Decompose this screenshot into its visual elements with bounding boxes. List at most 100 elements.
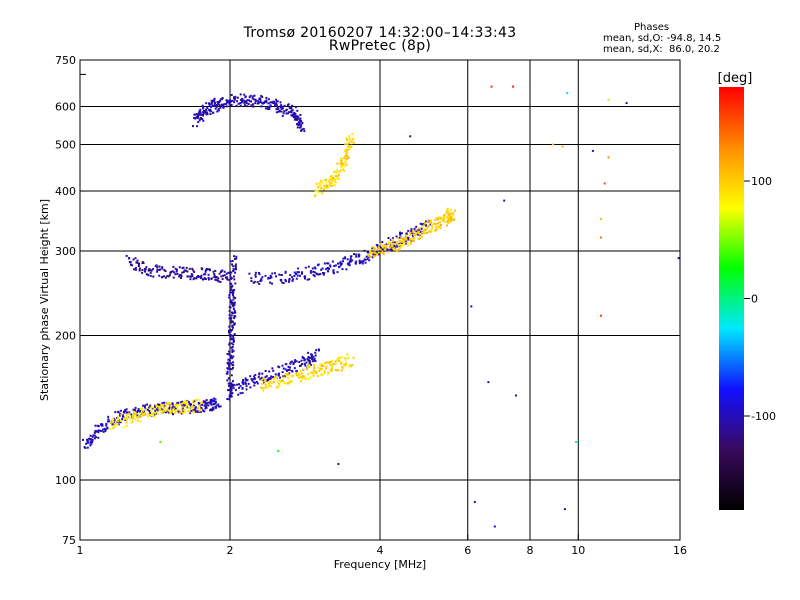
trace-point: [345, 148, 348, 151]
trace-point: [434, 218, 437, 221]
trace-point: [234, 389, 237, 392]
trace-point: [407, 229, 410, 232]
trace-point: [226, 353, 229, 355]
trace-point: [389, 238, 392, 241]
trace-point: [238, 383, 240, 386]
trace-point: [342, 260, 344, 263]
scatter-point: [493, 525, 496, 528]
trace-point: [252, 103, 255, 106]
trace-point: [200, 277, 203, 280]
trace-point: [167, 409, 170, 412]
trace-point: [254, 98, 257, 101]
trace-point: [154, 404, 157, 407]
trace-point: [355, 260, 358, 263]
trace-point: [171, 403, 174, 406]
trace-point: [407, 237, 410, 240]
trace-point: [114, 411, 117, 414]
trace-point: [249, 386, 252, 389]
trace-point: [407, 238, 410, 241]
trace-point: [146, 403, 149, 406]
trace-point: [375, 244, 378, 246]
trace-point: [264, 370, 267, 372]
trace-point: [213, 99, 216, 102]
trace-point: [121, 418, 124, 421]
trace-point: [182, 271, 185, 273]
trace-point: [225, 105, 228, 108]
trace-point: [231, 263, 233, 266]
trace-point: [377, 246, 380, 249]
trace-point: [239, 384, 242, 387]
trace-point: [196, 116, 199, 119]
trace-point: [414, 232, 417, 234]
trace-point: [200, 117, 202, 119]
trace-point: [278, 372, 280, 375]
trace-point: [204, 270, 207, 273]
trace-point: [232, 336, 235, 339]
trace-point: [109, 422, 112, 424]
trace-point: [344, 356, 346, 359]
trace-point: [137, 409, 139, 412]
trace-point: [403, 243, 406, 246]
trace-point: [124, 409, 127, 412]
trace-point: [232, 301, 235, 304]
trace-point: [216, 104, 218, 106]
trace-point: [404, 242, 407, 245]
trace-point: [384, 248, 387, 251]
trace-point: [278, 382, 281, 385]
trace-point: [270, 101, 273, 104]
trace-point: [291, 276, 294, 279]
trace-point: [93, 431, 96, 434]
trace-point: [430, 230, 433, 233]
trace-point: [295, 273, 298, 275]
trace-point: [294, 106, 297, 109]
trace-point: [349, 139, 352, 142]
trace-point: [312, 374, 315, 377]
trace-point: [230, 346, 233, 349]
trace-point: [404, 238, 406, 241]
trace-point: [348, 137, 351, 140]
trace-point: [346, 156, 349, 158]
trace-point: [201, 268, 204, 271]
trace-point: [327, 361, 330, 363]
trace-point: [423, 230, 426, 232]
trace-point: [133, 411, 136, 414]
trace-point: [149, 411, 152, 414]
trace-point: [234, 263, 237, 266]
trace-point: [314, 193, 317, 196]
y-tick-label: 600: [55, 101, 76, 114]
trace-point: [391, 245, 394, 248]
trace-point: [229, 306, 232, 309]
trace-point: [193, 404, 196, 407]
trace-point: [230, 286, 233, 288]
trace-point: [280, 110, 283, 113]
trace-point: [394, 241, 397, 244]
trace-point: [412, 237, 415, 240]
trace-point: [232, 303, 235, 306]
trace-point: [209, 402, 212, 404]
trace-point: [245, 385, 248, 388]
trace-point: [148, 406, 151, 409]
trace-point: [253, 384, 256, 387]
trace-point: [218, 272, 221, 275]
trace-point: [160, 276, 163, 279]
trace-point: [228, 396, 231, 398]
trace-point: [344, 143, 347, 146]
trace-point: [222, 106, 225, 109]
trace-point: [410, 238, 413, 241]
trace-point: [378, 253, 380, 256]
trace-point: [158, 269, 161, 271]
trace-point: [303, 362, 306, 365]
trace-point: [341, 268, 344, 271]
trace-point: [133, 415, 136, 418]
trace-point: [105, 424, 108, 427]
trace-point: [412, 240, 415, 243]
trace-point: [450, 215, 453, 218]
trace-point: [278, 273, 281, 276]
trace-point: [300, 380, 302, 383]
trace-point: [168, 274, 171, 277]
trace-point: [348, 261, 351, 264]
trace-point: [267, 277, 270, 280]
trace-point: [190, 409, 193, 412]
trace-point: [348, 264, 351, 267]
trace-point: [321, 191, 324, 194]
